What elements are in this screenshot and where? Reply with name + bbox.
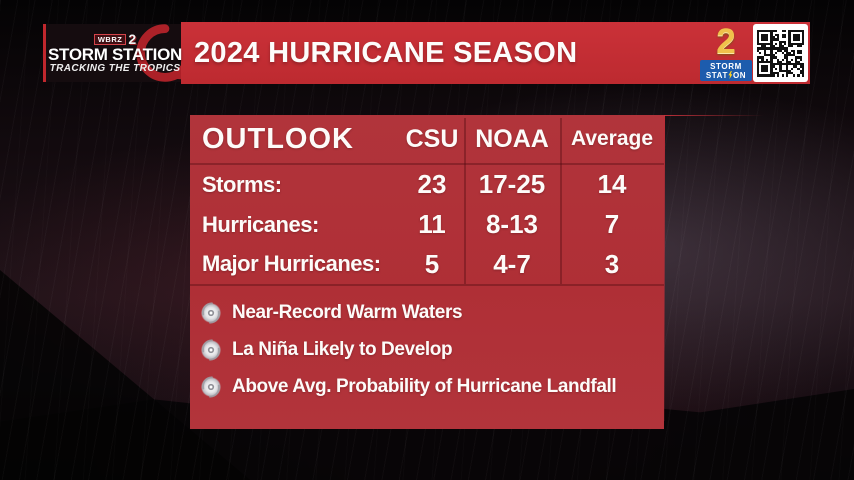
hurricane-swirl-icon [200,338,222,361]
bullet-text: Near-Record Warm Waters [232,301,463,323]
average-header: Average [570,127,654,150]
noaa-value: 17-25 [478,169,546,200]
noaa-value: 8-13 [485,209,539,239]
accent-line-horizontal [664,115,764,116]
list-item: Above Avg. Probability of Hurricane Land… [200,368,664,405]
qr-code [753,24,808,82]
table-row: Hurricanes: 11 8-13 7 [190,205,664,245]
station-label: STAT ON [705,70,747,80]
title-banner: 2024 HURRICANE SEASON 2 STORM STAT ON [181,22,810,84]
average-value: 14 [597,169,627,200]
section-divider [190,284,664,286]
csu-value: 23 [417,169,447,200]
list-item: La Niña Likely to Develop [200,331,664,368]
row-label: Hurricanes: [202,211,319,237]
hurricane-swirl-icon [136,24,184,82]
average-value: 7 [604,209,620,239]
column-divider [560,118,562,284]
noaa-header: NOAA [475,124,549,153]
table-body: Storms: 23 17-25 14 Hurricanes: 11 8-13 … [190,165,664,284]
csu-value: 11 [418,209,446,239]
row-label: Major Hurricanes: [202,251,381,277]
accent-line-vertical [664,115,665,421]
lightning-bolt-icon [728,71,733,79]
wbrz-storm-station-logo: WBRZ 2 STORM STATION TRACKING THE TROPIC… [43,24,184,82]
wbrz-badge: WBRZ 2 [93,30,137,47]
wbrz-text: WBRZ [93,33,127,45]
column-divider [464,118,466,284]
channel-2-storm-station-logo: 2 STORM STAT ON [700,24,752,82]
channel-2-text: 2 [128,30,137,47]
tracking-tropics-tagline: TRACKING THE TROPICS [49,62,181,74]
outlook-panel: OUTLOOK CSU NOAA Average Storms: 23 17-2… [190,115,664,429]
page-title: 2024 HURRICANE SEASON [194,36,578,69]
noaa-value: 4-7 [493,248,531,279]
storm-station-blue-box: STORM STAT ON [700,60,752,81]
table-row: Major Hurricanes: 5 4-7 3 [190,244,664,284]
table-header-row: OUTLOOK CSU NOAA Average [190,115,664,163]
gold-2-logo: 2 [716,22,736,61]
csu-value: 5 [424,248,440,279]
hurricane-swirl-icon [200,301,222,324]
qr-pattern [757,29,804,77]
outlook-header: OUTLOOK [202,122,354,155]
storm-station-title: STORM STATION [48,44,182,64]
bullet-list: Near-Record Warm Waters La Niña Likely t… [190,284,664,429]
table-row: Storms: 23 17-25 14 [190,165,664,205]
header-divider [190,163,664,165]
list-item: Near-Record Warm Waters [200,294,664,331]
row-label: Storms: [202,171,282,197]
storm-label: STORM [710,61,742,71]
hurricane-swirl-icon [200,375,222,398]
bullet-text: La Niña Likely to Develop [232,338,453,360]
average-value: 3 [604,248,620,279]
csu-header: CSU [405,124,459,153]
bullet-text: Above Avg. Probability of Hurricane Land… [232,375,617,397]
